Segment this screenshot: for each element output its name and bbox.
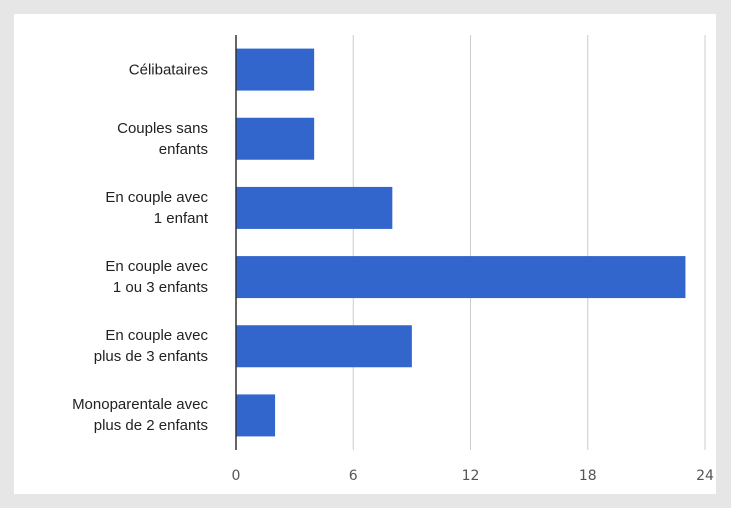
bar bbox=[236, 48, 315, 91]
y-tick-label: En couple avec 1 enfant bbox=[105, 188, 208, 227]
chart-frame: 0 6 12 18 24 Célibataires Couples sans enfant… bbox=[14, 14, 716, 494]
x-tick-label: 12 bbox=[462, 468, 480, 484]
y-tick-label: Couples sans enfants bbox=[117, 119, 208, 158]
y-tick-label: En couple avec 1 ou 3 enfants bbox=[105, 258, 208, 297]
bar bbox=[236, 325, 412, 368]
x-tick-label: 18 bbox=[579, 468, 597, 484]
bar bbox=[236, 256, 686, 299]
x-tick-label: 0 bbox=[232, 468, 241, 484]
y-tick-label: Célibataires bbox=[128, 61, 208, 79]
x-tick-label: 6 bbox=[349, 468, 358, 484]
y-tick-label: En couple avec plus de 3 enfants bbox=[93, 327, 208, 366]
chart: 0 6 12 18 24 bbox=[232, 35, 714, 484]
y-tick-label: Monoparentale avec plus de 2 enfants bbox=[72, 396, 208, 435]
bar bbox=[236, 117, 315, 160]
bar bbox=[236, 186, 393, 229]
bar bbox=[236, 394, 276, 437]
x-tick-label: 24 bbox=[696, 468, 714, 484]
